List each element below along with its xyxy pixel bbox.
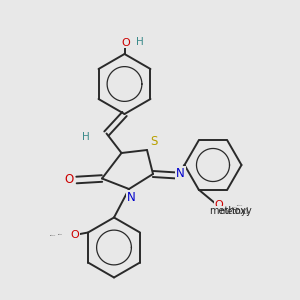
Text: S: S [150,135,157,148]
Text: O: O [70,230,80,240]
Text: H: H [136,37,143,47]
Text: H: H [82,131,89,142]
Text: methyl: methyl [235,206,239,207]
Text: N: N [176,167,185,180]
Text: methoxy: methoxy [237,204,243,206]
Text: O: O [64,173,74,186]
Text: methyl: methyl [58,234,62,235]
Text: methyl: methyl [236,213,240,214]
Text: N: N [127,191,136,204]
Text: O: O [214,200,224,211]
Text: methoxy: methoxy [50,235,56,236]
Text: O: O [122,38,130,48]
Text: methyl: methyl [219,207,249,216]
Text: methoxy: methoxy [232,207,238,208]
Text: methoxy: methoxy [210,206,252,217]
